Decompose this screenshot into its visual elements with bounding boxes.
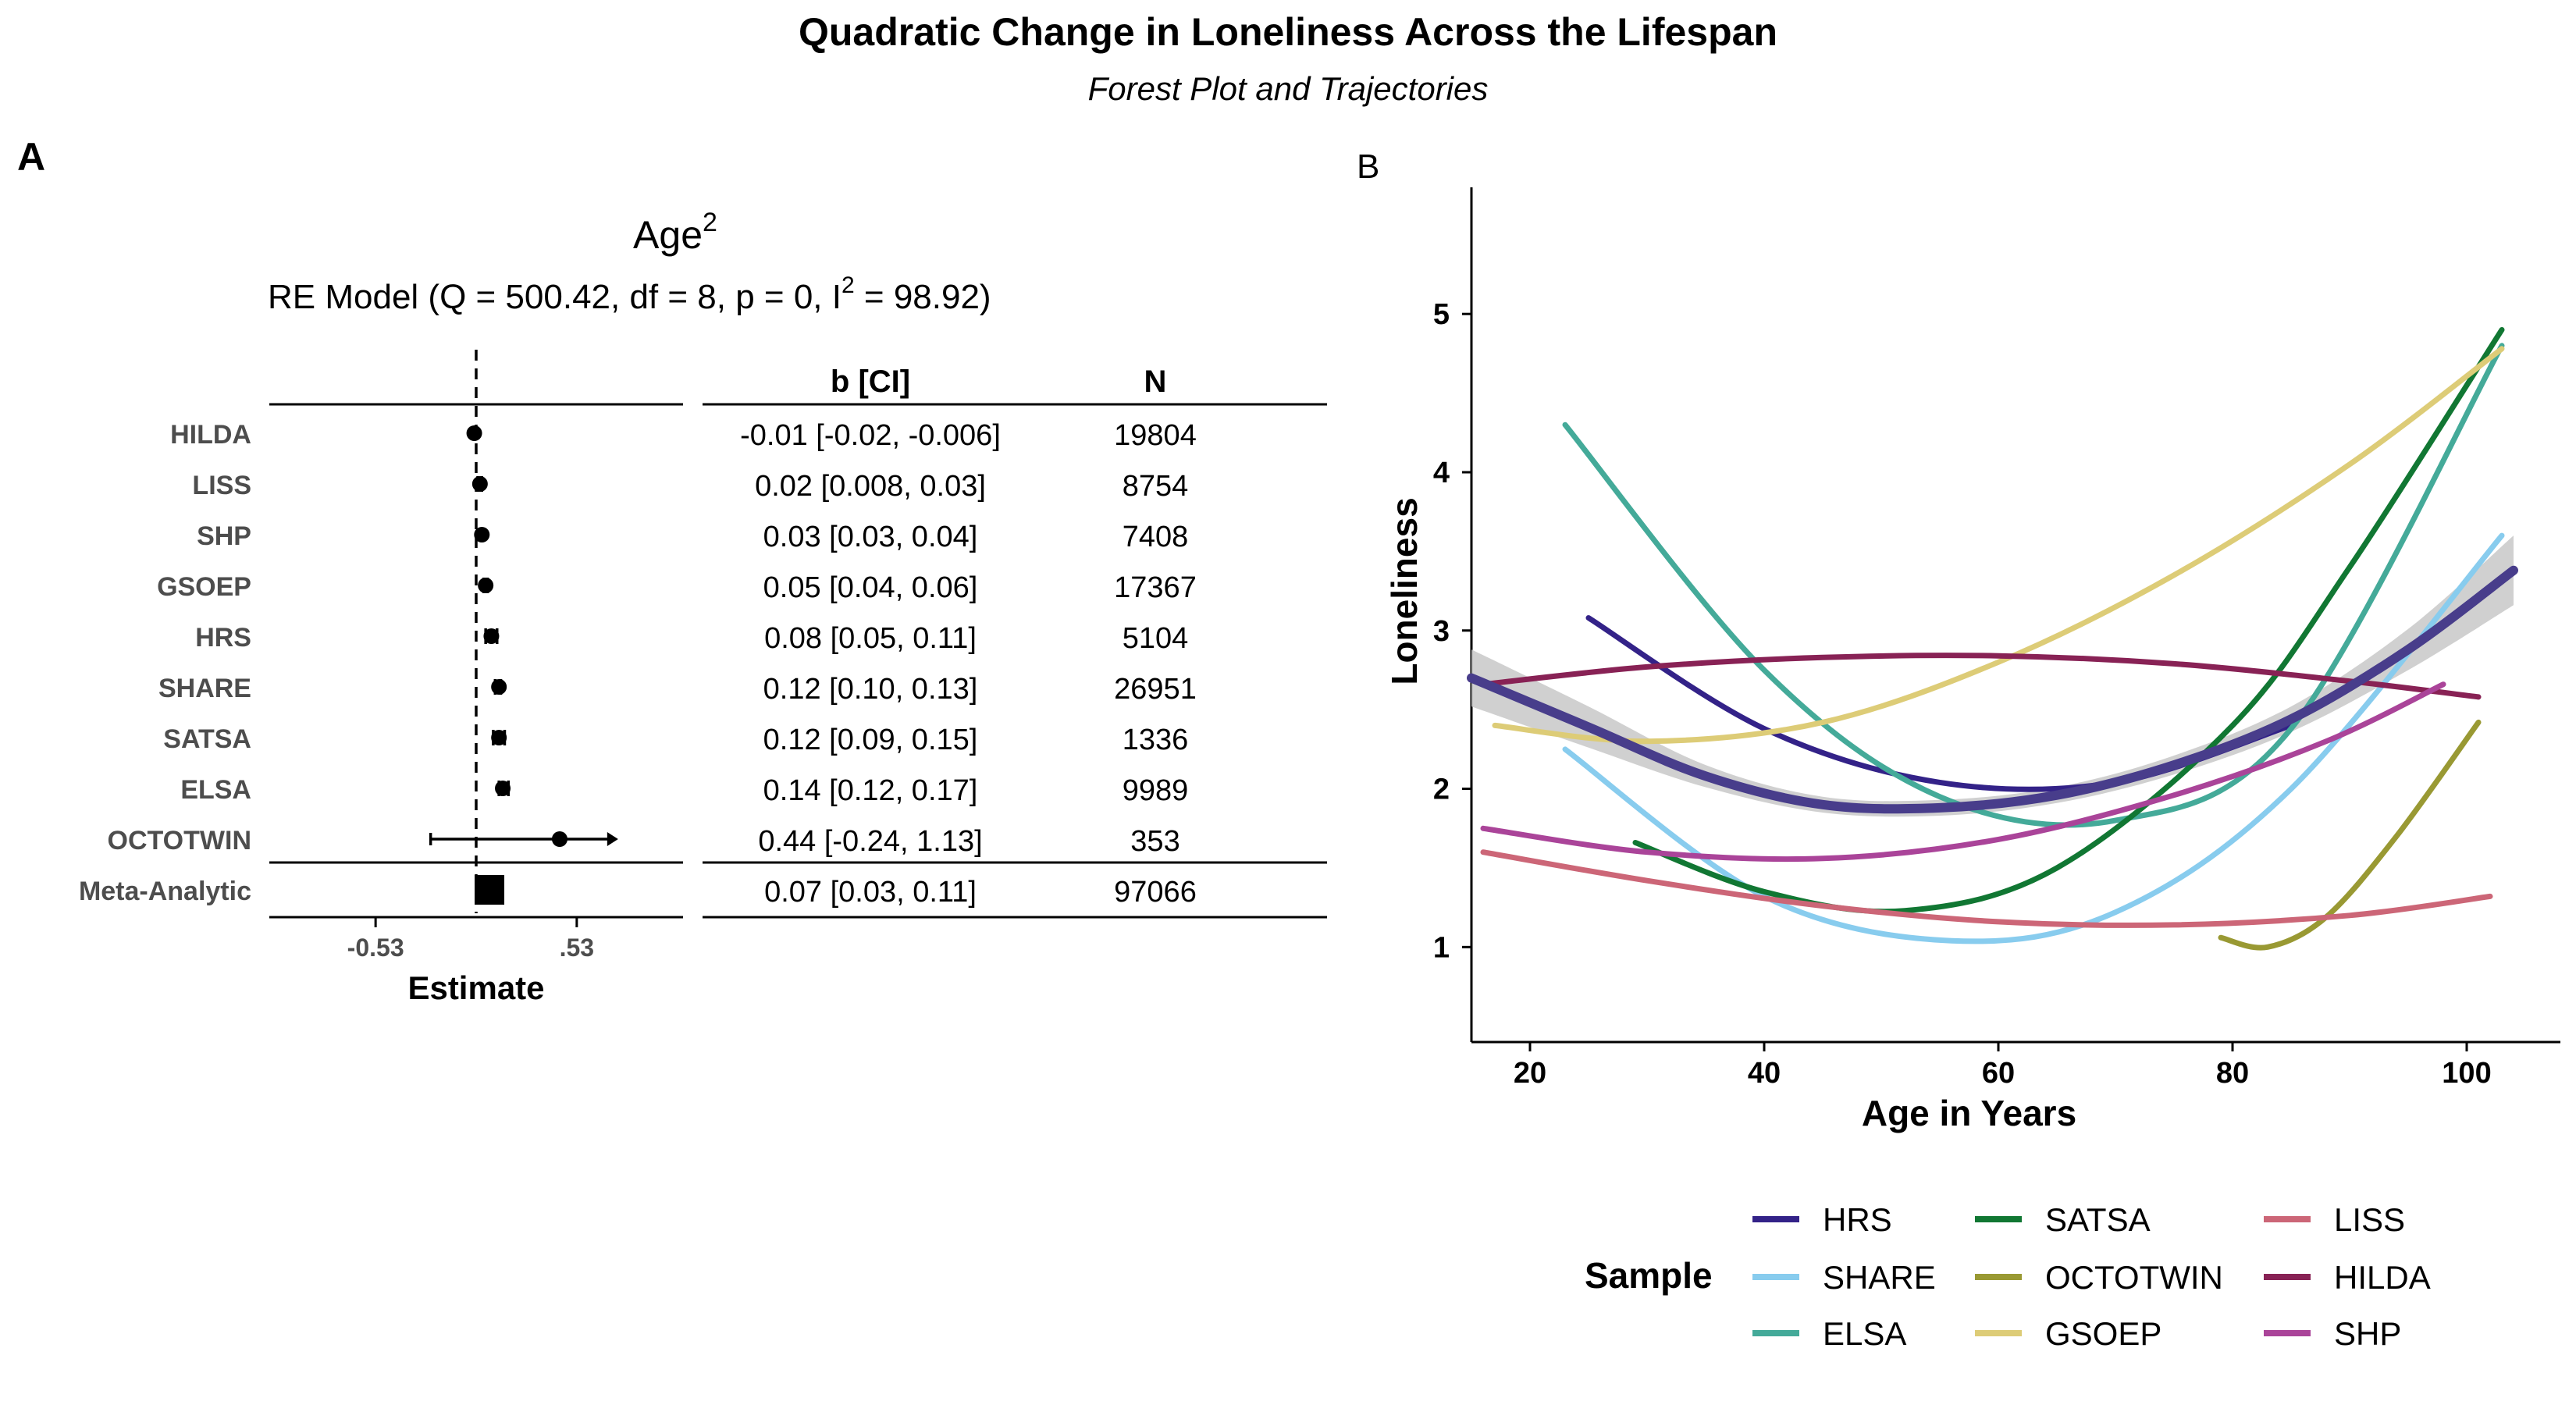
forest-x-tick-label-0: -0.53: [347, 934, 404, 962]
x-tick-label-20: 20: [1514, 1057, 1546, 1090]
point-estimate-octotwin: [551, 831, 568, 847]
series-line-share: [1562, 532, 2505, 944]
panel-a-tag: A: [17, 135, 45, 179]
ci-text-shp: 0.03 [0.03, 0.04]: [763, 521, 978, 553]
ci-arrow-octotwin: [607, 832, 618, 846]
y-axis-title: Loneliness: [1384, 497, 1425, 685]
study-label-meta-analytic: Meta-Analytic: [79, 877, 251, 906]
legend: Sample HRS SATSA LISS SHARE OCTOTWIN HILDA ELSA…: [1585, 1201, 2431, 1352]
n-text-shp: 7408: [1123, 521, 1189, 553]
x-tick-label-60: 60: [1982, 1057, 2015, 1090]
study-label-satsa: SATSA: [163, 724, 251, 754]
x-tick-label-40: 40: [1748, 1057, 1781, 1090]
forest-title-main: Age: [633, 213, 703, 257]
study-label-shp: SHP: [197, 521, 251, 551]
ci-text-octotwin: 0.44 [-0.24, 1.13]: [758, 825, 982, 858]
study-label-octotwin: OCTOTWIN: [108, 826, 251, 855]
series-line-satsa: [1632, 327, 2505, 915]
ci-text-hilda: -0.01 [-0.02, -0.006]: [740, 419, 1001, 452]
series-line-octotwin: [2218, 719, 2482, 951]
column-header-n: N: [1144, 365, 1167, 399]
n-text-liss: 8754: [1123, 470, 1189, 503]
study-label-share: SHARE: [158, 674, 251, 703]
ci-text-share: 0.12 [0.10, 0.13]: [763, 673, 978, 706]
point-estimate-elsa: [495, 781, 511, 796]
ci-text-elsa: 0.14 [0.12, 0.17]: [763, 774, 978, 807]
legend-title: Sample: [1585, 1255, 1713, 1296]
n-text-hilda: 19804: [1114, 419, 1197, 452]
column-header-b-ci: b [CI]: [831, 365, 910, 399]
study-label-gsoep: GSOEP: [157, 572, 251, 602]
ci-text-satsa: 0.12 [0.09, 0.15]: [763, 724, 978, 756]
series-line-liss: [1480, 849, 2493, 928]
study-label-hrs: HRS: [195, 623, 251, 653]
study-label-hilda: HILDA: [170, 420, 251, 450]
point-estimate-gsoep: [478, 578, 494, 593]
figure-subtitle: Forest Plot and Trajectories: [1088, 70, 1489, 107]
legend-label-elsa: ELSA: [1823, 1315, 1906, 1352]
n-text-octotwin: 353: [1130, 825, 1179, 858]
ci-text-hrs: 0.08 [0.05, 0.11]: [764, 622, 977, 655]
forest-title-superscript: 2: [703, 208, 717, 237]
y-tick-label-5: 5: [1433, 298, 1450, 331]
model-stats-superscript: 2: [841, 272, 855, 298]
ci-text-meta-analytic: 0.07 [0.03, 0.11]: [764, 876, 977, 909]
n-text-share: 26951: [1114, 673, 1197, 706]
series-line-elsa: [1562, 343, 2505, 828]
legend-label-gsoep: GSOEP: [2045, 1315, 2161, 1352]
forest-model-stats: RE Model (Q = 500.42, df = 8, p = 0, I2 …: [268, 272, 991, 316]
legend-label-liss: LISS: [2334, 1201, 2405, 1238]
series-line-gsoep: [1492, 346, 2505, 745]
point-estimate-satsa: [491, 730, 507, 745]
y-tick-label-2: 2: [1433, 774, 1450, 806]
series-line-shp: [1480, 681, 2446, 863]
legend-label-hrs: HRS: [1823, 1201, 1892, 1238]
x-axis-title: Age in Years: [1862, 1093, 2076, 1133]
point-estimate-share: [491, 679, 507, 695]
n-text-satsa: 1336: [1123, 724, 1189, 756]
meta-estimate-square: [475, 875, 505, 905]
forest-title: Age2: [633, 208, 717, 257]
ci-text-liss: 0.02 [0.008, 0.03]: [755, 470, 986, 503]
study-label-elsa: ELSA: [180, 775, 251, 805]
y-tick-label-1: 1: [1433, 931, 1450, 964]
figure-title: Quadratic Change in Loneliness Across th…: [799, 10, 1777, 54]
n-text-gsoep: 17367: [1114, 571, 1197, 604]
legend-label-satsa: SATSA: [2045, 1201, 2151, 1238]
point-estimate-liss: [471, 476, 488, 492]
n-text-meta-analytic: 97066: [1114, 876, 1197, 909]
x-tick-label-100: 100: [2442, 1057, 2491, 1090]
meta-confidence-ribbon: [1471, 535, 2514, 817]
x-tick-label-80: 80: [2216, 1057, 2249, 1090]
ci-text-gsoep: 0.05 [0.04, 0.06]: [763, 571, 978, 604]
n-text-elsa: 9989: [1123, 774, 1189, 807]
legend-label-share: SHARE: [1823, 1259, 1936, 1296]
forest-x-tick-label-1: .53: [560, 934, 594, 962]
trajectory-plot: 20 40 60 80 100 1 2 3 4 5 Age in Years Loneliness: [1384, 187, 2560, 1133]
y-tick-label-3: 3: [1433, 615, 1450, 648]
model-stats-pre: RE Model (Q = 500.42, df = 8, p = 0, I: [268, 278, 841, 316]
point-estimate-shp: [474, 527, 490, 542]
study-label-liss: LISS: [192, 471, 251, 500]
meta-trajectory-line: [1467, 565, 2518, 814]
legend-label-octotwin: OCTOTWIN: [2045, 1259, 2223, 1296]
point-estimate-hrs: [483, 628, 500, 644]
model-stats-post: = 98.92): [855, 278, 991, 316]
forest-x-axis-title: Estimate: [407, 969, 544, 1006]
n-text-hrs: 5104: [1123, 622, 1189, 655]
point-estimate-hilda: [466, 425, 482, 441]
series-line-hilda: [1480, 653, 2482, 700]
y-tick-label-4: 4: [1433, 457, 1450, 489]
legend-label-hilda: HILDA: [2334, 1259, 2431, 1296]
legend-label-shp: SHP: [2334, 1315, 2401, 1352]
panel-b-tag: B: [1357, 148, 1379, 186]
